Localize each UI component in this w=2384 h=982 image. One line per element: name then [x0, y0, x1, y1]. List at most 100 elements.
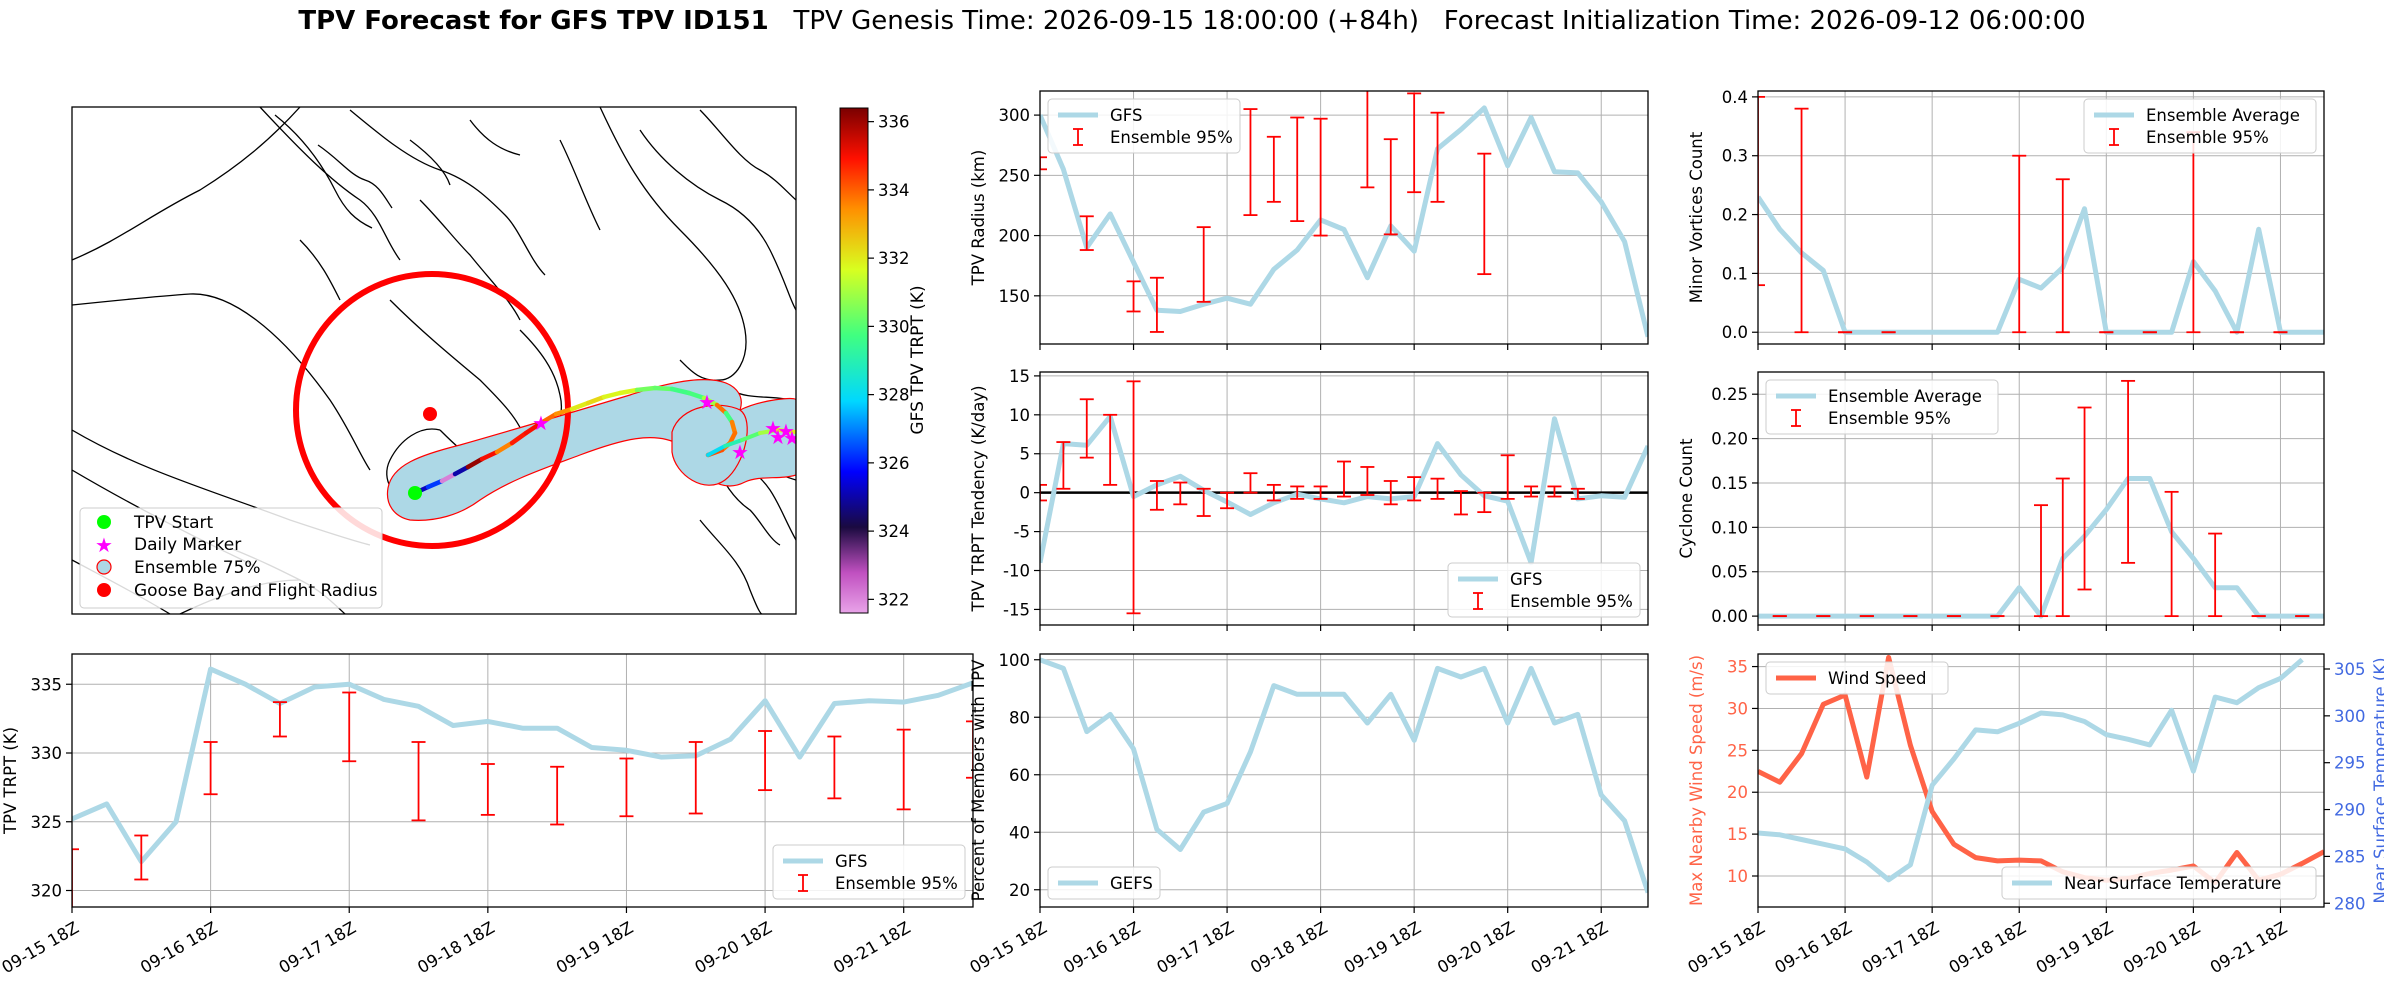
legend-box — [1765, 661, 1949, 695]
colorbar-ticks: 322 324 326 328 330 332 334 336 — [868, 113, 910, 609]
y-tick-label: 30 — [1727, 699, 1748, 718]
errorbar — [1126, 280, 1141, 313]
axes-frame — [1757, 371, 2325, 626]
track-segment — [669, 386, 692, 396]
errorbar — [1079, 398, 1094, 459]
radius-panel: 150 200 250 300 TPV Radius (km) GFS Ensemble 9… — [969, 90, 1649, 350]
y-tick-label: 0.2 — [1722, 206, 1748, 225]
errorbar — [272, 701, 287, 738]
errorbar — [1547, 485, 1562, 498]
y-tick-label: 320 — [31, 882, 63, 901]
colorbar-tick-label: 330 — [878, 317, 910, 336]
errorbar — [1056, 441, 1071, 490]
errorbar — [2034, 504, 2048, 618]
y-axis-label: TPV TRPT Tendency (K/day) — [969, 385, 988, 612]
x-tick-label: 09-17 18Z — [1154, 918, 1238, 977]
legend-box — [2001, 866, 2317, 900]
errorbar — [1040, 483, 1047, 502]
axes-frame — [1757, 90, 2325, 345]
errorbar — [72, 848, 79, 907]
errorbar — [1196, 226, 1211, 303]
y-tick-label: 15 — [1009, 367, 1030, 386]
colorbar-tick-label: 326 — [878, 454, 910, 473]
legend-box — [2083, 98, 2317, 154]
errorbar — [1360, 91, 1375, 189]
errorbar — [1407, 92, 1422, 194]
axes-frame — [71, 653, 974, 908]
legend-label: Ensemble 95% — [1110, 128, 1233, 147]
plot-content — [72, 666, 973, 907]
figure-title: TPV Forecast for GFS TPV ID151 TPV Genes… — [0, 6, 2384, 36]
y-tick-label: -5 — [1014, 523, 1030, 542]
minor-vortices-panel: 0.0 0.1 0.2 0.3 0.4 Minor Vortices Count Ensem… — [1687, 88, 2325, 350]
wind-temp-panel: 10 15 20 25 30 35 280 285 290 295 300 305 Near Surfa… — [1684, 653, 2384, 977]
y-tick-label: 0.15 — [1711, 474, 1748, 493]
y-tick-label: 150 — [999, 287, 1031, 306]
x-tick-label: 09-19 18Z — [553, 918, 637, 977]
errorbars — [1772, 379, 2310, 618]
errorbar — [480, 763, 495, 816]
y-axis-label: Max Nearby Wind Speed (m/s) — [1687, 655, 1706, 906]
errorbar — [2012, 154, 2027, 334]
legend-label: Ensemble 95% — [835, 874, 958, 893]
errorbar — [1220, 491, 1235, 510]
track-segment — [701, 395, 720, 408]
x-tick-label: 09-18 18Z — [414, 918, 498, 977]
y-tick-label: 325 — [31, 813, 63, 832]
series-line-gfs — [1040, 105, 1648, 338]
series-line-ensemble-average — [1758, 195, 2324, 335]
x-tick-label: 09-17 18Z — [1859, 918, 1943, 977]
track-segment — [425, 478, 445, 490]
percent-members-panel: 20 40 60 80 100 Percent of Members with TPV 09… — [966, 651, 1649, 977]
errorbar — [1266, 483, 1281, 502]
y-tick-label: -15 — [1003, 600, 1030, 619]
daily-marker-star: ★ — [777, 419, 795, 443]
legend-label: GFS — [1510, 570, 1542, 589]
y-tick-label: 0.1 — [1722, 264, 1748, 283]
x-tick-label: 09-15 18Z — [0, 918, 82, 977]
y-tick-label: 250 — [999, 166, 1031, 185]
colorbar-tick-label: 332 — [878, 249, 910, 268]
x-tick-label: 09-19 18Z — [1341, 918, 1425, 977]
x-tick-label: 09-21 18Z — [2207, 918, 2291, 977]
y-tick-label: 20 — [1009, 881, 1030, 900]
legend-label: Ensemble Average — [2146, 106, 2300, 125]
svg-text:★: ★ — [95, 533, 113, 557]
legend-label: Ensemble Average — [1828, 387, 1982, 406]
map-panel: ★★★★★★★ TPV Start ★ Daily Marker Ensembl… — [71, 106, 928, 615]
errorbar — [1477, 491, 1492, 514]
y-tick-label: 0.10 — [1711, 518, 1748, 537]
legend-label: Ensemble 95% — [2146, 128, 2269, 147]
plot-content — [1040, 657, 1648, 894]
daily-marker-star: ★ — [764, 416, 782, 440]
map-legend: TPV Start ★ Daily Marker Ensemble 75% Go… — [79, 507, 383, 609]
errorbar — [1173, 481, 1188, 506]
errorbar — [1500, 454, 1515, 500]
y-right-tick-label: 295 — [2334, 754, 2366, 773]
errorbar — [1383, 480, 1398, 506]
y-tick-label: 25 — [1727, 741, 1748, 760]
y-right-tick-label: 290 — [2334, 801, 2366, 820]
errorbar — [550, 765, 565, 826]
y-right-tick-label: 280 — [2334, 894, 2366, 913]
errorbar — [342, 691, 357, 763]
track-segment — [452, 464, 471, 477]
errorbar — [1079, 215, 1094, 251]
errorbars — [1040, 380, 1585, 615]
legend-ensemble-75: Ensemble 75% — [134, 558, 261, 578]
y-axis-label: Cyclone Count — [1677, 438, 1696, 558]
legend: GEFS — [1047, 866, 1161, 900]
errorbar — [688, 741, 703, 815]
x-tick-label: 09-17 18Z — [276, 918, 360, 977]
errorbars — [72, 691, 973, 907]
x-tick-label: 09-19 18Z — [2033, 918, 2117, 977]
errorbars — [1040, 91, 1492, 333]
daily-marker-star: ★ — [698, 390, 716, 414]
x-tick-label: 09-20 18Z — [1434, 918, 1518, 977]
errorbar — [1430, 111, 1445, 203]
axes-frame — [1039, 90, 1649, 345]
track-segment — [523, 420, 544, 436]
track-segment — [686, 390, 707, 401]
y-axis-label: TPV Radius (km) — [969, 150, 988, 287]
